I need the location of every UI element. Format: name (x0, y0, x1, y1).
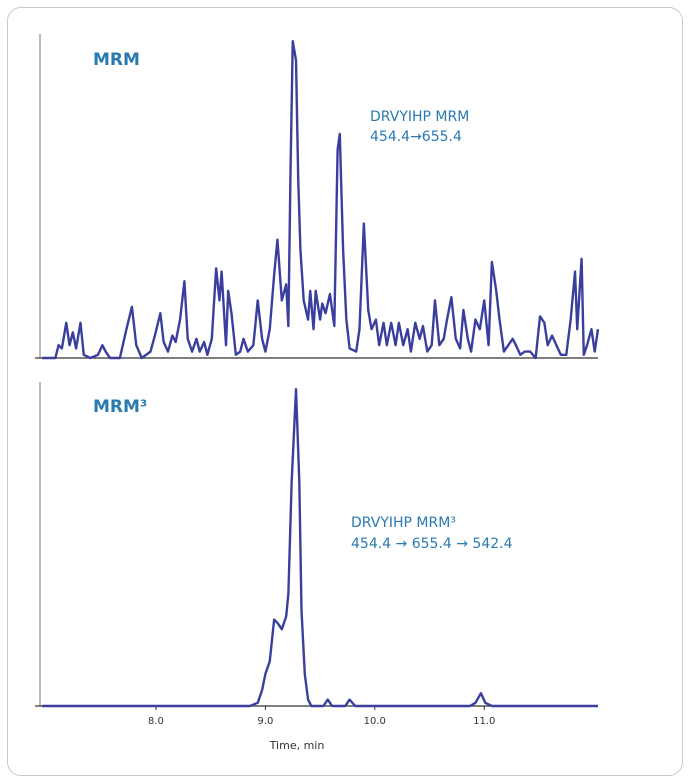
x-axis-label: Time, min (269, 739, 325, 752)
x-tick-label: 11.0 (473, 716, 495, 727)
card-frame (7, 7, 683, 776)
trace-line (42, 388, 598, 708)
annotation: DRVYIHP MRM³ (351, 515, 456, 531)
x-tick-label: 10.0 (364, 716, 386, 727)
panel-title: MRM³ (93, 397, 147, 417)
annotation: 454.4 → 655.4 → 542.4 (351, 536, 513, 552)
x-tick-label: 9.0 (257, 716, 273, 727)
x-tick-label: 8.0 (148, 716, 164, 727)
annotation: DRVYIHP MRM (370, 109, 469, 125)
panel-title: MRM (93, 50, 140, 70)
trace-line (42, 40, 600, 360)
annotation: 454.4→655.4 (370, 129, 462, 145)
